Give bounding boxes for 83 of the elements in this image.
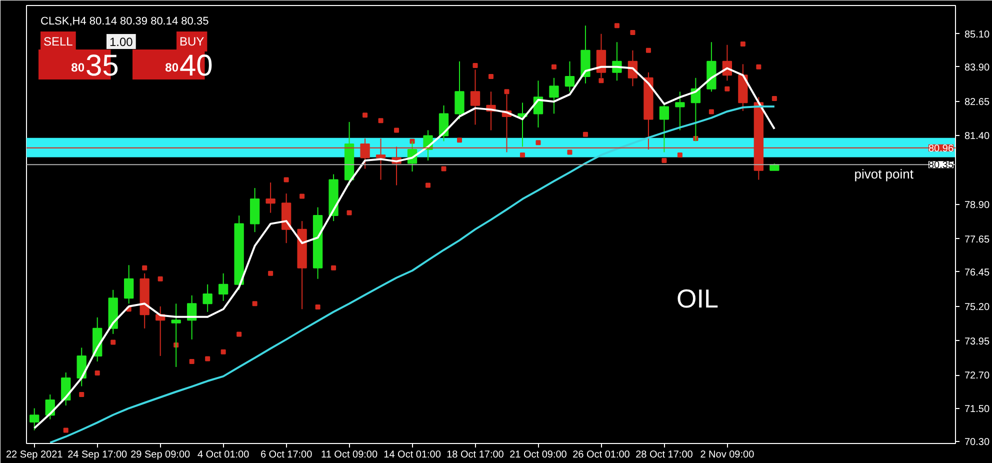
point bbox=[79, 392, 84, 397]
candlestick bbox=[202, 284, 212, 312]
y-tick-label: 85.10 bbox=[964, 29, 990, 40]
point bbox=[110, 340, 116, 345]
point bbox=[284, 177, 289, 182]
y-tick-label: 77.65 bbox=[964, 234, 990, 246]
point bbox=[300, 194, 305, 199]
y-tick-label: 78.90 bbox=[964, 200, 990, 212]
point bbox=[598, 78, 604, 84]
point bbox=[756, 64, 762, 70]
x-tick-label: 22 Sep 2021 bbox=[6, 450, 64, 460]
point bbox=[394, 128, 400, 133]
point bbox=[536, 140, 541, 146]
annotation: BUY bbox=[180, 34, 204, 48]
candlestick bbox=[218, 272, 228, 302]
point bbox=[189, 358, 194, 364]
point bbox=[441, 166, 446, 172]
x-tick-label: 18 Oct 17:00 bbox=[446, 450, 504, 460]
point bbox=[220, 349, 226, 354]
point bbox=[520, 152, 525, 158]
point bbox=[63, 428, 68, 433]
point bbox=[740, 42, 746, 47]
point bbox=[457, 138, 462, 143]
x-tick-label: 11 Oct 09:00 bbox=[321, 450, 378, 460]
point bbox=[205, 356, 210, 362]
candlestick bbox=[549, 77, 559, 114]
y-tick-label: 81.40 bbox=[964, 131, 990, 142]
point bbox=[662, 158, 667, 163]
point bbox=[426, 182, 431, 188]
y-tick-label: 71.50 bbox=[964, 404, 990, 415]
x-tick-label: 4 Oct 01:00 bbox=[197, 450, 250, 460]
point bbox=[504, 89, 510, 94]
point bbox=[346, 210, 352, 216]
point bbox=[646, 48, 651, 53]
x-tick-label: 21 Oct 09:00 bbox=[510, 450, 568, 460]
candlestick bbox=[454, 60, 464, 120]
point bbox=[158, 276, 163, 282]
point bbox=[362, 112, 368, 118]
y-tick-label: 72.70 bbox=[964, 370, 990, 382]
point bbox=[630, 30, 636, 35]
candlestick bbox=[266, 182, 276, 214]
annotation: 1.00 bbox=[110, 35, 134, 49]
y-tick-label: 82.65 bbox=[964, 96, 990, 108]
point bbox=[236, 332, 242, 337]
x-tick-label: 6 Oct 17:00 bbox=[260, 450, 313, 460]
candlestick bbox=[659, 102, 670, 153]
point bbox=[315, 304, 320, 310]
text: CLSK,H4 80.14 80.39 80.14 80.35 bbox=[40, 16, 209, 28]
point bbox=[708, 109, 714, 114]
x-tick-label: 26 Oct 01:00 bbox=[572, 450, 630, 460]
point bbox=[724, 86, 730, 92]
candlestick bbox=[564, 60, 575, 92]
y-tick-label: 75.20 bbox=[964, 302, 990, 313]
point bbox=[614, 23, 620, 28]
point bbox=[551, 64, 556, 70]
point bbox=[472, 63, 478, 68]
candlestick bbox=[124, 264, 134, 304]
annotation: OIL bbox=[676, 284, 718, 314]
point bbox=[268, 270, 274, 276]
y-tick-label: 73.95 bbox=[964, 336, 990, 348]
x-tick-label: 28 Oct 17:00 bbox=[636, 450, 694, 460]
candlestick bbox=[675, 91, 685, 131]
x-tick-label: 29 Sep 09:00 bbox=[130, 450, 191, 460]
point bbox=[772, 96, 777, 102]
y-tick-label: 76.45 bbox=[964, 267, 990, 278]
point bbox=[252, 301, 258, 306]
point bbox=[378, 118, 384, 124]
candlestick bbox=[30, 408, 40, 431]
annotation: pivot point bbox=[854, 166, 914, 182]
y-tick-label: 83.90 bbox=[964, 62, 990, 74]
x-tick-label: 14 Oct 01:00 bbox=[384, 450, 442, 460]
x-tick-label: 2 Nov 09:00 bbox=[700, 450, 755, 460]
point bbox=[94, 370, 100, 376]
annotation: SELL bbox=[44, 34, 74, 48]
line-series bbox=[49, 106, 776, 444]
point bbox=[567, 150, 572, 155]
point bbox=[331, 265, 336, 270]
point bbox=[142, 265, 148, 270]
x-tick-label: 24 Sep 17:00 bbox=[68, 450, 128, 460]
point bbox=[488, 74, 494, 80]
point bbox=[582, 132, 588, 137]
point bbox=[677, 152, 682, 158]
y-tick-label: 70.30 bbox=[964, 436, 990, 448]
